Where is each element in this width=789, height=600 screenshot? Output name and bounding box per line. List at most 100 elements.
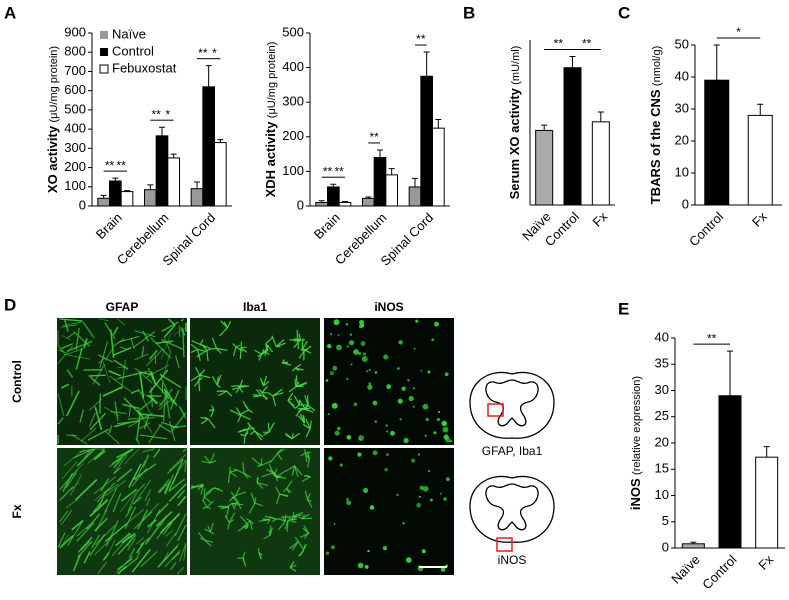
fiber bbox=[88, 374, 106, 377]
cell-process bbox=[198, 532, 206, 541]
bar bbox=[681, 543, 705, 549]
legend-label: Febuxostat bbox=[112, 60, 177, 75]
fiber bbox=[110, 411, 128, 414]
cell-process bbox=[266, 519, 271, 524]
fiber bbox=[70, 434, 88, 445]
fiber bbox=[105, 480, 127, 497]
cell-process bbox=[205, 487, 215, 495]
cell-process bbox=[229, 471, 238, 478]
cell-dot bbox=[364, 565, 369, 569]
fiber bbox=[178, 543, 187, 562]
cell-process bbox=[242, 557, 247, 567]
fiber bbox=[61, 383, 70, 389]
cell-process bbox=[256, 482, 264, 489]
cell-process bbox=[235, 407, 242, 416]
cell-process bbox=[262, 518, 270, 521]
cell-dot bbox=[360, 323, 365, 328]
fiber bbox=[145, 364, 169, 378]
cell-process bbox=[268, 463, 274, 474]
cell-dot bbox=[385, 424, 388, 427]
cell-dot bbox=[413, 347, 416, 350]
cell-process bbox=[278, 517, 286, 523]
x-tick-label: Fx bbox=[755, 552, 776, 573]
cell-process bbox=[203, 491, 211, 498]
cell-dot bbox=[425, 417, 429, 422]
cell-process bbox=[224, 515, 230, 523]
fiber bbox=[93, 476, 117, 495]
cell-process bbox=[210, 409, 215, 418]
fiber bbox=[157, 545, 179, 568]
significance-label: ** bbox=[151, 107, 161, 121]
fiber bbox=[133, 331, 155, 348]
error-bar bbox=[112, 177, 119, 182]
cell-process bbox=[199, 339, 204, 345]
fiber bbox=[87, 452, 101, 464]
row-header: Fx bbox=[10, 504, 24, 518]
fiber bbox=[148, 369, 169, 394]
cell-process bbox=[226, 390, 233, 397]
y-axis-title-unit: (relative expression) bbox=[631, 376, 643, 475]
fiber bbox=[137, 509, 149, 530]
column-header: iNOS bbox=[374, 300, 403, 314]
fiber bbox=[76, 522, 95, 542]
error-bar bbox=[569, 56, 576, 68]
fiber bbox=[183, 543, 187, 561]
bar bbox=[144, 189, 157, 207]
fiber bbox=[174, 513, 187, 537]
fiber bbox=[63, 318, 69, 332]
fiber bbox=[168, 471, 179, 491]
fiber bbox=[133, 479, 152, 505]
fiber bbox=[97, 561, 108, 575]
cell-process bbox=[204, 416, 209, 420]
cell-process bbox=[248, 409, 254, 413]
cell-process bbox=[261, 386, 268, 393]
cell-dot bbox=[405, 557, 412, 563]
fiber bbox=[119, 346, 129, 351]
cell-dot bbox=[384, 467, 388, 472]
cell-process bbox=[245, 524, 249, 530]
fiber bbox=[144, 523, 162, 545]
cell-dot bbox=[417, 453, 420, 456]
fiber bbox=[132, 496, 143, 505]
fiber bbox=[111, 338, 125, 348]
cell-process bbox=[304, 448, 307, 454]
cell-dot bbox=[329, 333, 333, 336]
cell-process bbox=[287, 516, 293, 521]
fiber bbox=[99, 393, 102, 414]
cell-dot bbox=[349, 333, 353, 336]
column-header: GFAP bbox=[106, 300, 139, 314]
cell-process bbox=[237, 414, 242, 423]
cell-dot bbox=[368, 368, 371, 372]
cell-process bbox=[275, 342, 286, 348]
fiber bbox=[165, 530, 174, 537]
cell-process bbox=[199, 483, 204, 488]
cell-process bbox=[200, 418, 209, 425]
error-bar bbox=[100, 194, 107, 199]
fiber bbox=[116, 555, 134, 573]
y-tick-label: 50 bbox=[675, 36, 689, 51]
cell-process bbox=[231, 503, 236, 510]
cell-dot bbox=[443, 434, 449, 440]
bar bbox=[327, 186, 340, 207]
cell-dot bbox=[357, 452, 362, 457]
fiber bbox=[155, 502, 169, 517]
y-tick-label: 0 bbox=[682, 196, 689, 211]
cell-dot bbox=[427, 370, 431, 374]
cell-dot bbox=[369, 505, 375, 510]
fiber bbox=[104, 406, 119, 417]
cell-process bbox=[250, 492, 256, 504]
fiber bbox=[89, 412, 107, 431]
fiber bbox=[102, 386, 123, 397]
fiber bbox=[69, 474, 83, 496]
cell-process bbox=[298, 399, 306, 409]
fiber bbox=[146, 498, 151, 507]
cell-process bbox=[294, 465, 303, 476]
fiber bbox=[160, 332, 172, 360]
fiber bbox=[79, 409, 85, 423]
cell-dot bbox=[398, 340, 403, 345]
fiber bbox=[161, 378, 174, 404]
fiber bbox=[158, 399, 172, 411]
cell-dot bbox=[383, 354, 389, 360]
cell-process bbox=[213, 487, 221, 490]
spinal-cord-diagram: iNOS bbox=[469, 475, 555, 567]
